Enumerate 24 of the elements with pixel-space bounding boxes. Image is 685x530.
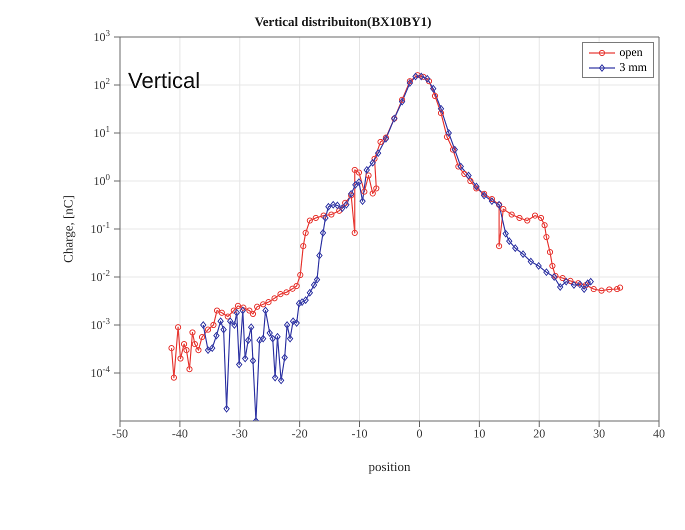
y-tick-label: 10$^{0}$: [94, 172, 110, 188]
y-tick-label: 10$^{-3}$: [90, 316, 110, 332]
x-tick-label: 30: [593, 426, 606, 441]
legend-label: 3 mm: [619, 60, 647, 75]
y-tick-label: 10$^{-1}$: [90, 220, 110, 236]
x-tick-label: 40: [653, 426, 665, 441]
x-tick-label: -40: [172, 426, 188, 441]
x-tick-label: -10: [352, 426, 368, 441]
x-tick-label: 20: [533, 426, 546, 441]
y-tick-label: 10$^{3}$: [94, 28, 110, 44]
y-tick-label: 10$^{-4}$: [90, 364, 110, 380]
y-tick-label: 10$^{-2}$: [90, 268, 110, 284]
x-tick-label: -20: [292, 426, 308, 441]
annotation: Vertical: [128, 68, 200, 94]
y-tick-label: 10$^{2}$: [94, 76, 110, 92]
y-tick-label: 10$^{1}$: [94, 124, 110, 140]
legend-label: open: [619, 45, 643, 60]
chart-title: Vertical distribuiton(BX10BY1): [254, 14, 432, 29]
x-axis-title: position: [368, 459, 411, 474]
y-axis-title: Charge, [nC]: [60, 195, 76, 263]
x-tick-label: 0: [416, 426, 422, 441]
x-tick-label: -50: [112, 426, 128, 441]
x-tick-label: 10: [473, 426, 486, 441]
x-tick-label: -30: [232, 426, 248, 441]
